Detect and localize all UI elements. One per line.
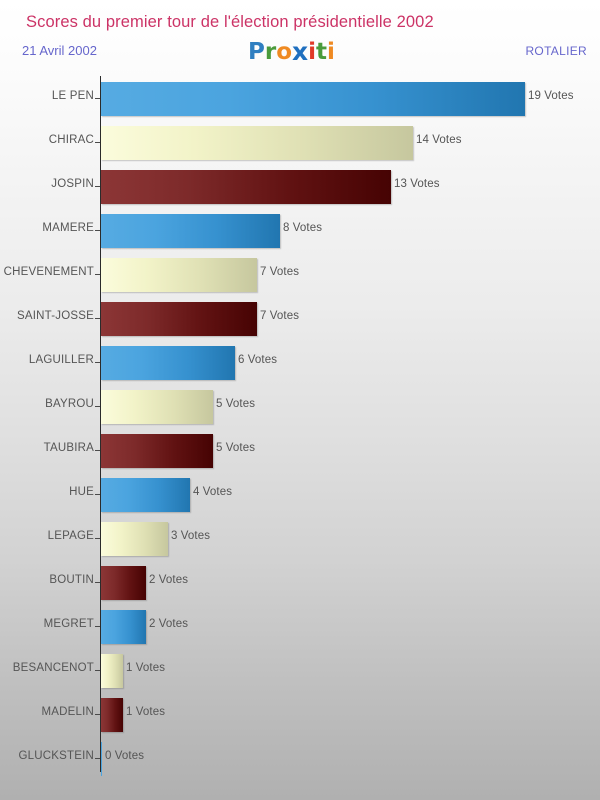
axis-tick	[95, 98, 100, 99]
bar-value-label: 2 Votes	[149, 574, 189, 586]
bar-value-label: 7 Votes	[260, 310, 300, 322]
bar[interactable]	[101, 258, 257, 292]
bar-row: JOSPIN 13 Votes	[0, 165, 600, 209]
axis-tick	[95, 714, 100, 715]
bar-category-label: LAGUILLER	[28, 354, 94, 366]
bar-row: CHIRAC 14 Votes	[0, 121, 600, 165]
bar-row: BESANCENOT 1 Votes	[0, 649, 600, 693]
bar[interactable]	[101, 170, 391, 204]
bar-category-label: LEPAGE	[47, 530, 94, 542]
bar-category-label: SAINT-JOSSE	[17, 310, 94, 322]
logo-letter-5: i	[308, 39, 317, 65]
logo-letter-4: x	[292, 37, 309, 66]
bar-row: BAYROU 5 Votes	[0, 385, 600, 429]
category-axis-line	[100, 76, 101, 772]
bar-value-label: 6 Votes	[238, 354, 278, 366]
bar-row: SAINT-JOSSE 7 Votes	[0, 297, 600, 341]
axis-tick	[95, 318, 100, 319]
bar[interactable]	[101, 214, 280, 248]
bar-row: GLUCKSTEIN 0 Votes	[0, 737, 600, 781]
bar-category-label: JOSPIN	[51, 178, 94, 190]
bar-value-label: 13 Votes	[394, 178, 440, 190]
axis-tick	[95, 362, 100, 363]
bar-value-label: 1 Votes	[126, 706, 166, 718]
axis-tick	[95, 582, 100, 583]
bar[interactable]	[101, 522, 168, 556]
bar-row: MAMERE 8 Votes	[0, 209, 600, 253]
bar-row: LEPAGE 3 Votes	[0, 517, 600, 561]
bar-category-label: MAMERE	[42, 222, 94, 234]
bar[interactable]	[101, 126, 413, 160]
bar[interactable]	[101, 698, 123, 732]
bar-value-label: 7 Votes	[260, 266, 300, 278]
axis-tick	[95, 494, 100, 495]
bar-chart-plot-area: LE PEN 19 Votes CHIRAC 14 Votes JOSPIN 13 Vot…	[0, 72, 600, 792]
bar[interactable]	[101, 742, 102, 776]
axis-tick	[95, 626, 100, 627]
bar[interactable]	[101, 346, 235, 380]
logo-letter-2: r	[264, 39, 277, 65]
bar-category-label: MADELIN	[41, 706, 94, 718]
axis-tick	[95, 406, 100, 407]
bar-row: HUE 4 Votes	[0, 473, 600, 517]
bar[interactable]	[101, 302, 257, 336]
bar[interactable]	[101, 478, 190, 512]
proxiti-logo: Proxiti	[248, 38, 335, 64]
page-title: Scores du premier tour de l'élection pré…	[26, 13, 434, 31]
axis-tick	[95, 230, 100, 231]
bar-category-label: LE PEN	[51, 90, 94, 102]
bar[interactable]	[101, 566, 146, 600]
bar-row: LE PEN 19 Votes	[0, 77, 600, 121]
bar[interactable]	[101, 390, 213, 424]
bar-category-label: MEGRET	[43, 618, 94, 630]
chart-date-subtitle: 21 Avril 2002	[22, 43, 97, 58]
bar-category-label: BAYROU	[45, 398, 94, 410]
bar-value-label: 19 Votes	[528, 90, 574, 102]
bar-value-label: 5 Votes	[216, 442, 256, 454]
bar-row: MEGRET 2 Votes	[0, 605, 600, 649]
location-label: ROTALIER	[525, 44, 587, 58]
bar-category-label: CHIRAC	[48, 134, 94, 146]
bar-row: MADELIN 1 Votes	[0, 693, 600, 737]
axis-tick	[95, 670, 100, 671]
bar-category-label: GLUCKSTEIN	[18, 750, 94, 762]
bar-value-label: 1 Votes	[126, 662, 166, 674]
bar[interactable]	[101, 610, 146, 644]
axis-tick	[95, 450, 100, 451]
bar[interactable]	[101, 654, 123, 688]
logo-letter-1: P	[248, 39, 265, 65]
axis-tick	[95, 758, 100, 759]
bar[interactable]	[101, 434, 213, 468]
bar-value-label: 8 Votes	[283, 222, 323, 234]
bar-value-label: 2 Votes	[149, 618, 189, 630]
logo-letter-3: o	[276, 39, 293, 65]
bar-category-label: BESANCENOT	[12, 662, 94, 674]
axis-tick	[95, 274, 100, 275]
chart-header: Scores du premier tour de l'élection pré…	[0, 0, 600, 72]
bar-category-label: TAUBIRA	[43, 442, 94, 454]
axis-tick	[95, 186, 100, 187]
bar-category-label: CHEVENEMENT	[3, 266, 94, 278]
bar[interactable]	[101, 82, 525, 116]
axis-tick	[95, 538, 100, 539]
bar-row: TAUBIRA 5 Votes	[0, 429, 600, 473]
bar-category-label: HUE	[69, 486, 94, 498]
bar-value-label: 0 Votes	[105, 750, 145, 762]
bar-row: CHEVENEMENT 7 Votes	[0, 253, 600, 297]
bar-category-label: BOUTIN	[49, 574, 94, 586]
bar-value-label: 4 Votes	[193, 486, 233, 498]
bar-value-label: 3 Votes	[171, 530, 211, 542]
bar-row: LAGUILLER 6 Votes	[0, 341, 600, 385]
bar-value-label: 5 Votes	[216, 398, 256, 410]
bar-value-label: 14 Votes	[416, 134, 462, 146]
logo-letter-6: t	[316, 39, 328, 65]
axis-tick	[95, 142, 100, 143]
logo-letter-7: i	[327, 39, 335, 65]
bar-row: BOUTIN 2 Votes	[0, 561, 600, 605]
